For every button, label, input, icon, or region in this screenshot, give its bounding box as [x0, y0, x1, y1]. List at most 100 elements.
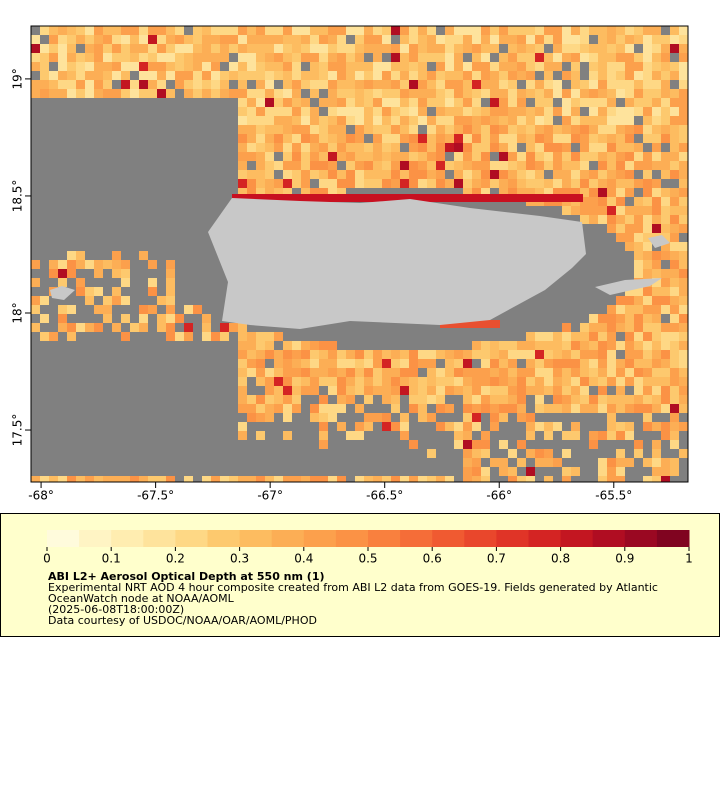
aod-cell [472, 125, 481, 134]
aod-cell [400, 431, 409, 440]
aod-cell [166, 35, 175, 44]
aod-cell [49, 332, 58, 341]
aod-cell [364, 377, 373, 386]
aod-cell [625, 44, 634, 53]
aod-cell [517, 179, 526, 188]
aod-cell [328, 359, 337, 368]
aod-cell [301, 107, 310, 116]
colorbar-segment [496, 530, 529, 547]
aod-cell [346, 152, 355, 161]
aod-cell [652, 116, 661, 125]
aod-cell [76, 80, 85, 89]
aod-cell [418, 98, 427, 107]
aod-cell [445, 89, 454, 98]
aod-cell [562, 332, 571, 341]
aod-cell [382, 71, 391, 80]
aod-cell [112, 35, 121, 44]
aod-cell [472, 62, 481, 71]
aod-cell [481, 467, 490, 476]
aod-cell [337, 125, 346, 134]
aod-cell [256, 53, 265, 62]
aod-cell [202, 62, 211, 71]
aod-cell [256, 332, 265, 341]
aod-cell [436, 44, 445, 53]
aod-cell [643, 116, 652, 125]
aod-cell [319, 476, 328, 482]
aod-cell [481, 143, 490, 152]
aod-cell [40, 44, 49, 53]
aod-cell [247, 188, 256, 197]
aod-cell [481, 386, 490, 395]
aod-cell [319, 431, 328, 440]
aod-cell [427, 80, 436, 89]
aod-cell [67, 305, 76, 314]
aod-cell [373, 161, 382, 170]
aod-cell [472, 458, 481, 467]
aod-cell [598, 116, 607, 125]
aod-cell [247, 53, 256, 62]
aod-cell [634, 359, 643, 368]
aod-cell [274, 26, 283, 35]
aod-cell [40, 332, 49, 341]
aod-cell [382, 80, 391, 89]
aod-cell [463, 377, 472, 386]
colorbar-segment [175, 530, 208, 547]
aod-cell [616, 431, 625, 440]
aod-cell [535, 332, 544, 341]
aod-cell [490, 89, 499, 98]
aod-cell [139, 323, 148, 332]
aod-cell [391, 98, 400, 107]
aod-cell [175, 80, 184, 89]
aod-cell [382, 179, 391, 188]
aod-cell [562, 395, 571, 404]
aod-cell [454, 161, 463, 170]
map [31, 26, 688, 482]
aod-cell [454, 431, 463, 440]
aod-cell [220, 26, 229, 35]
aod-cell [553, 143, 562, 152]
aod-cell [238, 80, 247, 89]
aod-cell [499, 53, 508, 62]
aod-cell [643, 80, 652, 89]
aod-cell [319, 188, 328, 197]
aod-cell [283, 125, 292, 134]
aod-cell [634, 350, 643, 359]
aod-cell [679, 152, 688, 161]
aod-cell [535, 377, 544, 386]
aod-cell [643, 251, 652, 260]
aod-cell [148, 80, 157, 89]
aod-cell [508, 341, 517, 350]
aod-cell [571, 332, 580, 341]
aod-cell [652, 188, 661, 197]
aod-cell [391, 350, 400, 359]
aod-cell [499, 143, 508, 152]
aod-cell [292, 170, 301, 179]
aod-cell [238, 107, 247, 116]
aod-cell [391, 80, 400, 89]
aod-cell [337, 368, 346, 377]
aod-cell [490, 107, 499, 116]
aod-cell [130, 62, 139, 71]
aod-cell [490, 341, 499, 350]
aod-cell [238, 179, 247, 188]
aod-cell [670, 458, 679, 467]
aod-cell [337, 71, 346, 80]
aod-cell [625, 107, 634, 116]
aod-cell [49, 80, 58, 89]
caption-line: OceanWatch node at NOAA/AOML [48, 592, 235, 605]
aod-cell [634, 98, 643, 107]
aod-cell [553, 125, 562, 134]
aod-cell [670, 89, 679, 98]
aod-cell [508, 26, 517, 35]
aod-cell [229, 71, 238, 80]
island [648, 235, 670, 248]
aod-cell [130, 53, 139, 62]
aod-cell [229, 323, 238, 332]
aod-cell [247, 179, 256, 188]
aod-cell [94, 260, 103, 269]
aod-cell [49, 476, 58, 482]
aod-cell [427, 125, 436, 134]
aod-cell [463, 476, 472, 482]
aod-cell [670, 431, 679, 440]
aod-cell [202, 476, 211, 482]
